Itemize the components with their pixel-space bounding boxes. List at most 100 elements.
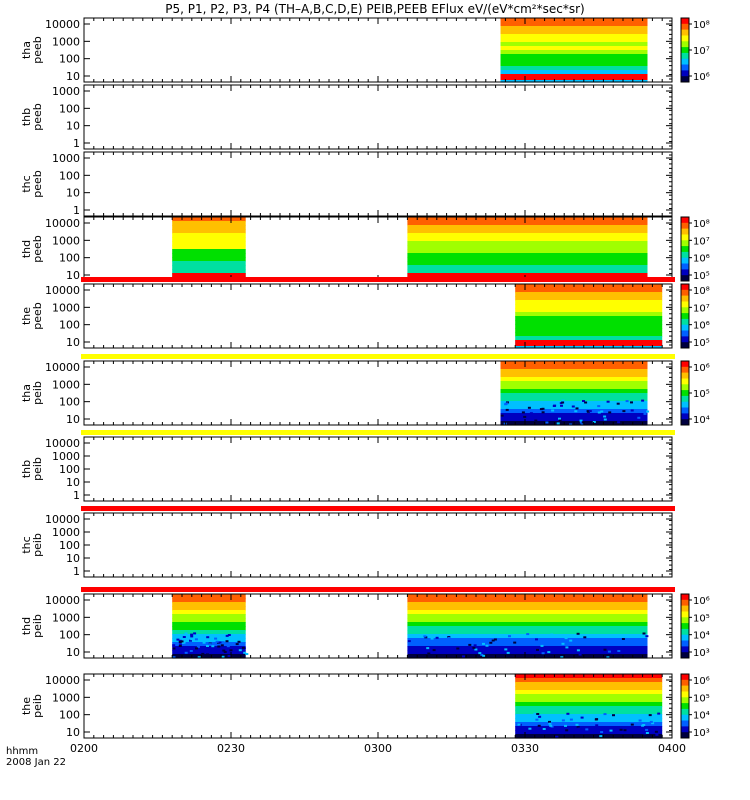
spectrogram-cell — [407, 618, 648, 623]
colorbar-swatch — [681, 18, 689, 25]
spectrogram-cell — [407, 606, 648, 611]
spectrogram-speckle — [595, 724, 599, 727]
spectrogram-speckle — [565, 646, 569, 649]
spectrogram-speckle — [243, 651, 247, 654]
spectrogram-speckle — [222, 649, 226, 652]
spectrogram-cell — [515, 328, 663, 333]
spectrogram-speckle — [654, 730, 658, 733]
spectrogram-speckle — [430, 637, 434, 640]
colorbar-swatch — [681, 246, 689, 253]
spectrogram-cell — [515, 336, 663, 341]
x-axis-label: hhmm — [6, 746, 39, 757]
spectrogram-cell — [515, 332, 663, 337]
spectrogram-cell — [407, 241, 648, 246]
colorbar-tick-label: 10⁵ — [693, 389, 710, 400]
spectrogram-cell — [500, 38, 648, 43]
spectrogram-speckle — [619, 728, 623, 731]
y-tick-label: 100 — [59, 396, 80, 409]
spectrogram-cell — [407, 229, 648, 234]
y-tick-label: 1 — [73, 565, 80, 578]
spectrogram-speckle — [588, 410, 592, 413]
spectrogram-speckle — [623, 735, 627, 738]
spectrogram-speckle — [651, 722, 655, 725]
spectrogram-speckle — [435, 636, 439, 639]
colorbar-swatch — [681, 301, 689, 308]
spectrogram-cell — [407, 249, 648, 254]
y-tick-label: 100 — [59, 319, 80, 332]
status-strip — [81, 587, 675, 592]
colorbar-swatch — [681, 222, 689, 230]
spectrogram-speckle — [221, 641, 225, 644]
spectrogram-cell — [515, 682, 663, 687]
spectrogram-speckle — [505, 402, 509, 405]
colorbar-swatch — [681, 324, 689, 331]
x-tick-label: 0400 — [658, 742, 686, 755]
colorbar-swatch — [681, 269, 689, 276]
colorbar-swatch — [681, 617, 689, 624]
spectrogram-cell — [500, 42, 648, 47]
spectrogram-cell — [172, 261, 246, 266]
spectrogram-cell — [172, 257, 246, 262]
spectrogram-cell — [172, 594, 246, 599]
spectrogram-speckle — [536, 648, 539, 651]
spectrogram-speckle — [506, 401, 509, 404]
y-tick-label: 10000 — [45, 361, 80, 374]
spectrogram-speckle — [564, 637, 568, 640]
spectrogram-cell — [515, 320, 663, 325]
spectrogram-speckle — [560, 404, 563, 407]
spectrogram-cell — [407, 253, 648, 258]
spectrogram-cell — [407, 233, 648, 238]
spectrogram-cell — [407, 594, 648, 599]
spectrogram-speckle — [558, 419, 562, 422]
spectrogram-speckle — [206, 636, 210, 639]
spectrogram-speckle — [561, 719, 565, 722]
spectrogram-speckle — [426, 647, 430, 650]
spectrogram-speckle — [616, 402, 620, 405]
colorbar-frame — [680, 283, 690, 349]
spectrogram-speckle — [569, 718, 573, 721]
spectrogram-speckle — [597, 411, 601, 414]
spectrogram-speckle — [538, 715, 542, 718]
spectrogram-cell — [500, 365, 648, 370]
spectrogram-speckle — [485, 644, 489, 647]
spectrogram-cell — [515, 734, 663, 739]
spectrogram-cell — [172, 618, 246, 623]
colorbar-swatch — [681, 330, 689, 337]
panel-frame — [83, 436, 673, 502]
spectrogram-speckle — [566, 417, 570, 420]
colorbar-swatch — [681, 599, 689, 607]
spectrogram-low-band — [515, 340, 663, 346]
y-tick-label: 1000 — [52, 35, 80, 48]
spectrogram-cell — [500, 389, 648, 394]
colorbar-swatch — [681, 263, 689, 270]
colorbar-swatch — [681, 234, 689, 241]
spectrogram-speckle — [617, 650, 621, 652]
panel-probe-label: thd — [20, 617, 33, 635]
spectrogram-speckle — [482, 642, 485, 645]
spectrogram-speckle — [182, 641, 186, 644]
colorbar-swatch — [681, 76, 689, 83]
spectrogram-speckle — [603, 415, 607, 418]
y-tick-label: 1 — [73, 137, 80, 150]
spectrogram-speckle — [571, 405, 575, 408]
colorbar-swatch — [681, 674, 689, 681]
spectrogram-speckle — [508, 635, 511, 638]
spectrogram-speckle — [180, 640, 184, 643]
spectrogram-cell — [515, 288, 663, 293]
spectrogram-speckle — [522, 731, 525, 733]
panel-frame — [83, 84, 673, 150]
spectrogram-speckle — [594, 718, 598, 721]
y-tick-label: 10000 — [45, 217, 80, 230]
spectrogram-speckle — [580, 716, 584, 719]
spectrogram-speckle — [172, 656, 176, 659]
y-tick-label: 10 — [66, 336, 80, 349]
spectrogram-speckle — [579, 421, 583, 424]
spectrogram-speckle — [649, 720, 653, 723]
spectrogram-speckle — [500, 414, 504, 417]
y-tick-label: 1000 — [52, 152, 80, 165]
spectrogram-speckle — [601, 417, 605, 420]
spectrogram-speckle — [178, 643, 182, 646]
